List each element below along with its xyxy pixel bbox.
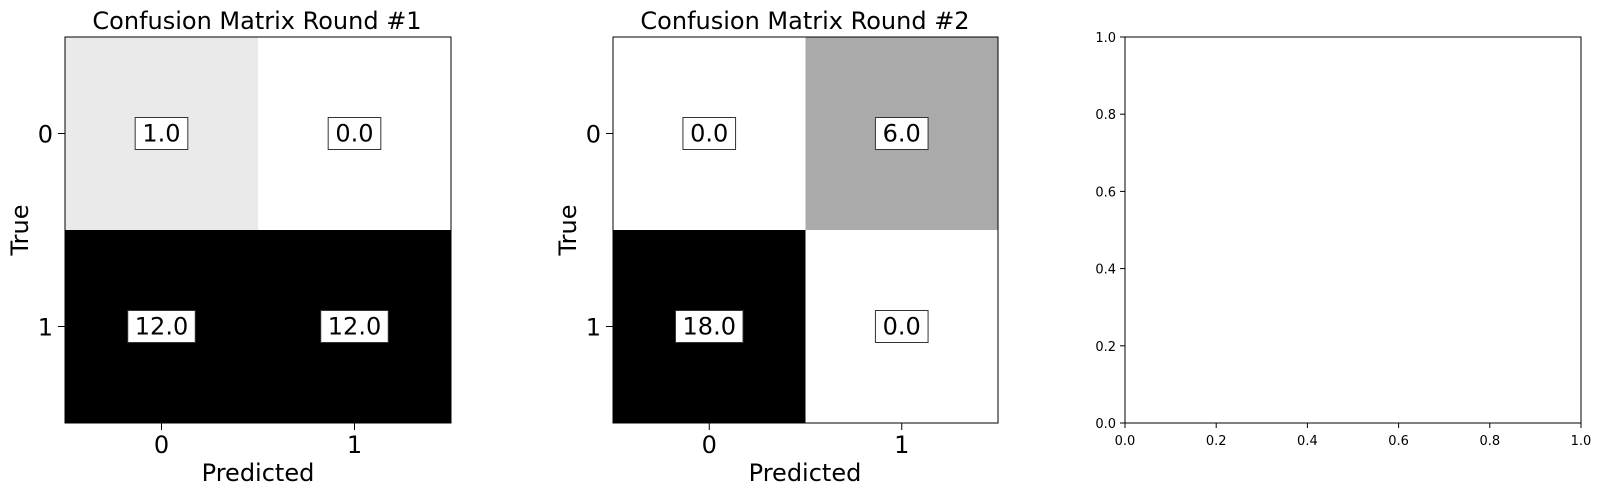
ax3-xtick-label-5: 1.0 [1571, 434, 1592, 449]
cm1-cell-label-1-1: 12.0 [328, 313, 381, 341]
cm2-cell-label-box-0-0 [682, 117, 737, 150]
cm1-cell-label-0-0: 1.0 [142, 120, 180, 148]
cm2-ytick-label-0: 0 [586, 121, 601, 149]
cm1-cells: 1.0 0.0 12.0 12.0 [65, 37, 452, 424]
cm2-cell-label-box-1-1 [874, 310, 929, 343]
ax3-ytick-label-4: 0.8 [1095, 108, 1116, 123]
cm2-xtick-label-1: 1 [894, 431, 909, 459]
ax3-ytick-label-5: 1.0 [1095, 31, 1116, 46]
cm2-xtick-label-0: 0 [702, 431, 717, 459]
cm1-xtick-label-0: 0 [154, 431, 169, 459]
cm2-frame [612, 36, 999, 424]
cm1-cell-label-box-1-1 [320, 310, 389, 343]
empty-axes: 0.0 0.2 0.4 0.6 0.8 1.0 0.0 0.2 0.4 0.6 0.8 1.0 [1095, 31, 1591, 449]
cm2-ylabel: True [554, 205, 582, 257]
cm1-cell-label-0-1: 0.0 [335, 120, 373, 148]
ax3-ytick-label-2: 0.4 [1095, 263, 1116, 278]
cm2-cell-label-1-1: 0.0 [883, 313, 921, 341]
ax3-xtick-label-3: 0.6 [1388, 434, 1409, 449]
ax3-ytick-label-0: 0.0 [1095, 417, 1116, 432]
cm1-cell-label-box-1-0 [127, 310, 196, 343]
ax3-ytick-label-3: 0.6 [1095, 185, 1116, 200]
confusion-matrix-2: Confusion Matrix Round #2 0.0 6.0 18.0 0.0 … [554, 7, 999, 487]
cm2-cell-label-box-0-1 [874, 117, 929, 150]
cm1-cell-label-1-0: 12.0 [135, 313, 188, 341]
cm1-title: Confusion Matrix Round #1 [92, 7, 421, 35]
cm1-ytick-label-1: 1 [38, 314, 53, 342]
empty-axes-ticks: 0.0 0.2 0.4 0.6 0.8 1.0 0.0 0.2 0.4 0.6 0.8 1.0 [1095, 31, 1591, 449]
ax3-xtick-label-4: 0.8 [1479, 434, 1500, 449]
cm1-ytick-label-0: 0 [38, 121, 53, 149]
ax3-xtick-label-1: 0.2 [1206, 434, 1227, 449]
cm2-cell-label-box-1-0 [674, 310, 744, 343]
cm1-xlabel: Predicted [202, 459, 315, 487]
cm2-cell-label-0-1: 6.0 [883, 120, 921, 148]
cm1-ylabel: True [6, 205, 34, 257]
cm2-ticks: 0 1 0 1 [586, 121, 910, 460]
cm2-title: Confusion Matrix Round #2 [640, 7, 969, 35]
ax3-xtick-label-0: 0.0 [1115, 434, 1136, 449]
cm2-ytick-label-1: 1 [586, 314, 601, 342]
cm2-cells: 0.0 6.0 18.0 0.0 [613, 37, 999, 424]
cm1-ticks: 0 1 0 1 [38, 121, 362, 460]
cm1-cell-label-box-0-0 [134, 117, 189, 150]
cm2-cell-label-1-0: 18.0 [683, 313, 736, 341]
empty-axes-frame [1124, 36, 1582, 424]
cm1-frame [64, 36, 452, 424]
ax3-ytick-label-1: 0.2 [1095, 340, 1116, 355]
ax3-xtick-label-2: 0.4 [1297, 434, 1318, 449]
cm2-cell-label-0-0: 0.0 [690, 120, 728, 148]
cm2-xlabel: Predicted [749, 459, 862, 487]
cm1-xtick-label-1: 1 [347, 431, 362, 459]
confusion-matrix-1: Confusion Matrix Round #1 1.0 0.0 12.0 12.0… [6, 7, 452, 487]
cm1-cell-label-box-0-1 [327, 117, 382, 150]
